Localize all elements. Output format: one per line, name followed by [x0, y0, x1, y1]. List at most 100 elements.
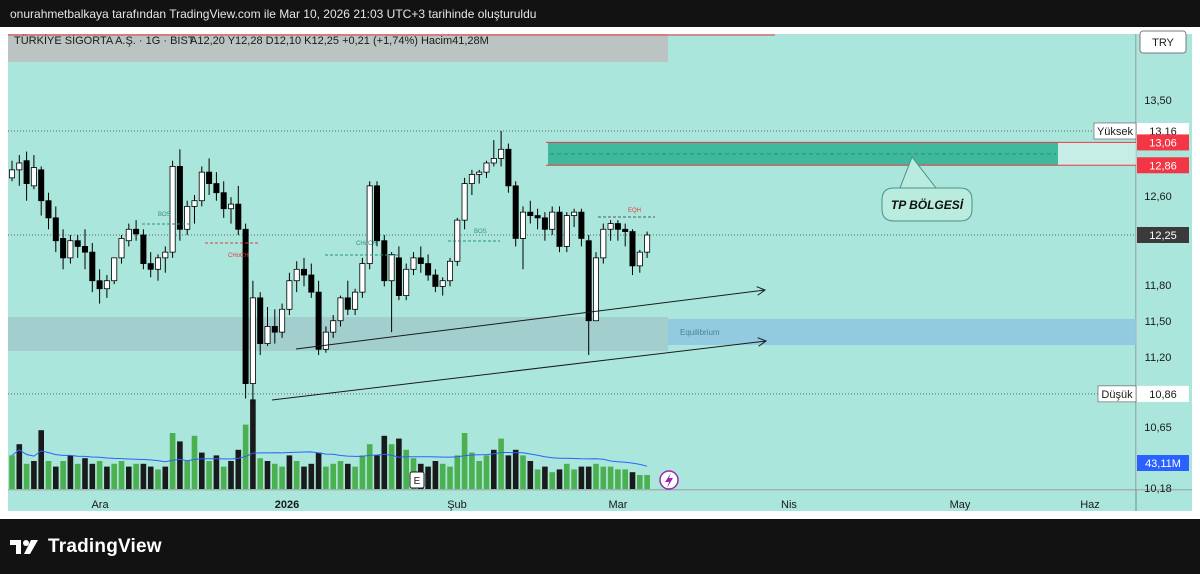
low-tag-text: Düşük [1101, 389, 1133, 401]
volume-bar [330, 463, 336, 489]
choch-label-1: CHoCH [228, 253, 249, 259]
price-tick: 13,50 [1144, 95, 1172, 107]
candle-body [556, 211, 563, 247]
candle [242, 223, 249, 399]
candle [140, 229, 147, 270]
candle [96, 269, 103, 304]
time-tick: Nis [781, 499, 797, 511]
candle-body [498, 148, 505, 159]
candle [249, 280, 256, 401]
candle-body [337, 297, 344, 322]
volume-bar [301, 466, 307, 489]
legend-ohlc: A12,20 Y12,28 D12,10 K12,25 +0,21 (+1,74… [190, 35, 489, 47]
candle-body [279, 308, 286, 333]
candle-body [23, 160, 30, 184]
candle [520, 206, 527, 270]
candle [403, 263, 410, 301]
candle [30, 154, 37, 190]
upper-trend-line [295, 289, 766, 350]
candle [636, 249, 643, 273]
candle-body [103, 280, 110, 290]
volume-bar [564, 463, 570, 489]
candle [118, 235, 125, 264]
volume-bar [96, 461, 103, 489]
candle [322, 326, 329, 353]
volume-bar [425, 466, 431, 489]
volume-bar [235, 449, 242, 489]
volume-bar [483, 455, 490, 489]
volume-bar [126, 466, 132, 489]
candle-body [593, 257, 600, 322]
bos-label-1: BOS [158, 212, 171, 218]
candle [67, 235, 74, 264]
low-price-badge-text: 10,86 [1149, 389, 1177, 401]
candle-body [89, 251, 96, 282]
volume-bar [191, 435, 198, 489]
price-axis-area [1137, 34, 1192, 490]
candle [264, 307, 271, 346]
candle-body [330, 320, 337, 333]
volume-bar [403, 449, 409, 489]
candle [300, 257, 307, 287]
volume-bar [549, 472, 555, 489]
volume-bar [250, 399, 256, 489]
price-chart[interactable]: Equilibrium TÜRKİYE SİGORTA A.Ş. · 1G · B… [0, 27, 1200, 519]
time-tick: May [950, 499, 971, 511]
volume-bar [461, 433, 468, 489]
time-tick: Şub [447, 499, 467, 511]
price-tick: 11,20 [1145, 352, 1172, 364]
lightning-icon [665, 473, 673, 488]
volume-bar [469, 452, 475, 489]
candle-body [563, 215, 570, 247]
volume-bar [213, 455, 220, 489]
candle [162, 246, 169, 273]
tradingview-logo-icon [10, 540, 38, 554]
candle [585, 235, 592, 356]
time-axis-area [8, 491, 1192, 511]
candle-body [198, 171, 205, 202]
volume-bar [345, 463, 351, 489]
candle-body [439, 280, 446, 287]
candle-body [344, 297, 351, 310]
candle-body [38, 169, 45, 202]
zone-top-badge-text: 13,06 [1149, 137, 1177, 149]
candle-body [308, 274, 315, 293]
volume-bar [381, 435, 388, 489]
volume-bar [82, 458, 88, 489]
candle-body [249, 297, 256, 384]
tp-callout-bubble [881, 155, 973, 222]
tradingview-wordmark: TradingView [48, 536, 162, 557]
volume-bar [133, 463, 139, 489]
candle [629, 229, 636, 276]
volume-bar [520, 455, 526, 489]
candle [352, 288, 359, 316]
candle-body [636, 251, 643, 267]
candle-body [67, 240, 74, 259]
volume-bar [366, 444, 373, 489]
candle-body [373, 185, 380, 242]
candles [8, 130, 651, 401]
volume-bar [585, 466, 592, 489]
candle-body [140, 234, 147, 264]
candle-body [154, 257, 161, 270]
candle-body [322, 331, 329, 350]
high-tag-text: Yüksek [1097, 126, 1134, 138]
volume-bar [505, 455, 512, 489]
volume-bar [104, 466, 110, 489]
volume-bar [60, 461, 66, 489]
candle [103, 275, 110, 298]
plot-area [8, 34, 1136, 490]
volume-bar [359, 455, 366, 489]
candle-body [74, 240, 81, 247]
candle-body [169, 166, 176, 253]
candle-body [133, 228, 140, 235]
candle [198, 166, 205, 207]
candle [644, 231, 651, 258]
candle [461, 177, 468, 230]
zone-top-badge [1137, 134, 1189, 151]
volume-bar [374, 455, 380, 489]
candle-body [300, 268, 307, 276]
candle [505, 143, 512, 193]
candle-body [644, 234, 651, 253]
volume-bar [293, 461, 300, 489]
